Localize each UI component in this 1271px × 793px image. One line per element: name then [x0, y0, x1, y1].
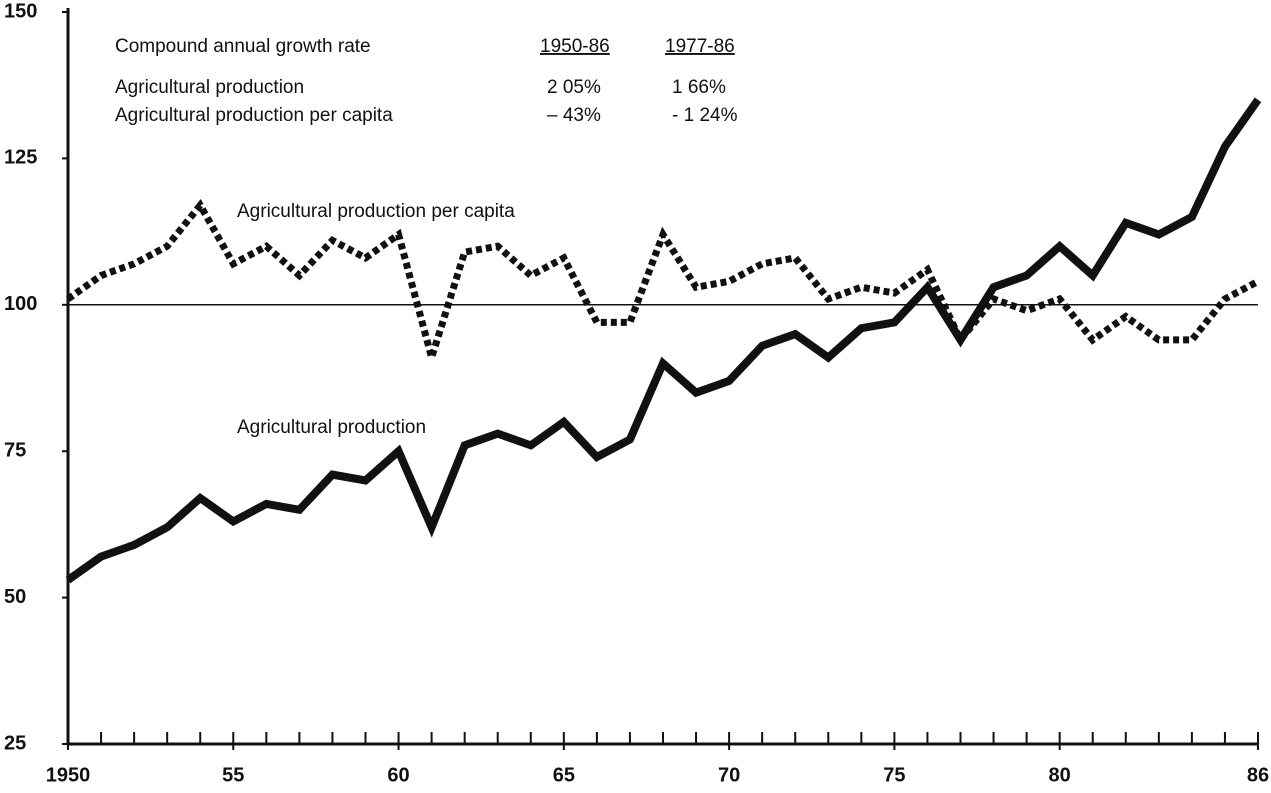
- y-tick-label: 75: [4, 439, 26, 461]
- x-tick-label: 75: [883, 764, 905, 786]
- series-line: [65, 97, 1262, 584]
- x-tick-label: 80: [1049, 764, 1071, 786]
- y-tick-label: 125: [4, 147, 37, 169]
- x-tick-label: 1950: [46, 764, 91, 786]
- annotation-header: 1977-86: [665, 36, 735, 57]
- x-tick-label: 55: [222, 764, 244, 786]
- x-tick-label: 65: [553, 764, 575, 786]
- series-line: [65, 199, 1260, 371]
- series-label: Agricultural production: [237, 417, 426, 438]
- y-tick-label: 100: [4, 293, 37, 315]
- series-label: Agricultural production per capita: [237, 201, 515, 222]
- y-tick-label: 25: [4, 732, 26, 754]
- annotation-cell: 1 66%: [672, 77, 726, 98]
- x-tick-label: 70: [718, 764, 740, 786]
- annotation-cell: Agricultural production: [115, 77, 304, 98]
- annotation-cell: 2 05%: [547, 77, 601, 98]
- x-tick-label: 86: [1247, 764, 1269, 786]
- annotation-cell: – 43%: [547, 105, 601, 126]
- y-tick-label: 150: [4, 0, 37, 22]
- annotation-header: 1950-86: [540, 36, 610, 57]
- annotation-cell: Agricultural production per capita: [115, 105, 393, 126]
- x-tick-label: 60: [387, 764, 409, 786]
- annotation-cell: - 1 24%: [672, 105, 738, 126]
- annotation-header: Compound annual growth rate: [115, 36, 371, 57]
- y-tick-label: 50: [4, 586, 26, 608]
